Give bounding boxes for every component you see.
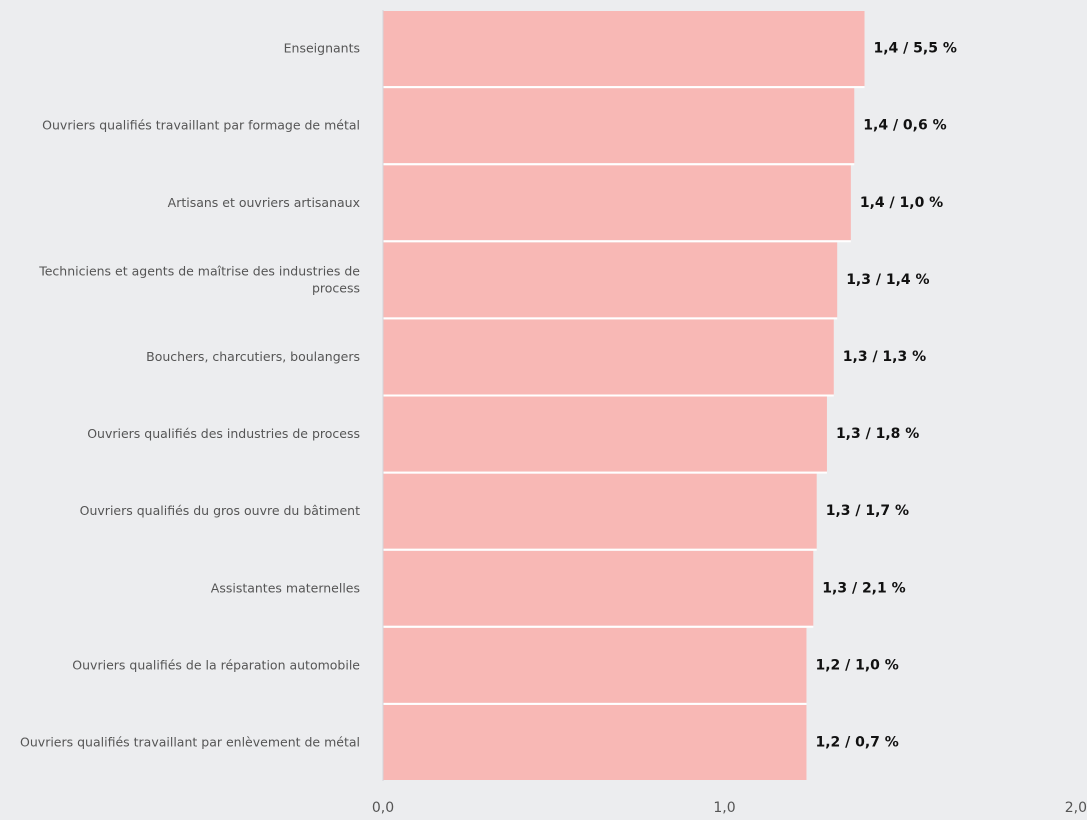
bar-8	[383, 627, 807, 703]
bar-7	[383, 550, 814, 626]
bar-1	[383, 88, 855, 164]
category-label-5: Ouvriers qualifiés des industries de pro…	[87, 426, 360, 441]
category-label-6: Ouvriers qualifiés du gros ouvre du bâti…	[80, 503, 360, 518]
category-label-8: Ouvriers qualifiés de la réparation auto…	[72, 657, 360, 672]
bar-6	[383, 473, 817, 549]
x-axis: 0,0 1,0 2,0	[372, 10, 1087, 816]
bar-4	[383, 319, 834, 395]
data-label-5: 1,3 / 1,8 %	[836, 426, 919, 442]
bar-0	[383, 11, 865, 87]
category-label-4: Bouchers, charcutiers, boulangers	[146, 348, 360, 363]
category-label-7: Assistantes maternelles	[211, 580, 360, 595]
data-label-7: 1,3 / 2,1 %	[822, 580, 905, 596]
category-label-0: Enseignants	[284, 40, 360, 55]
data-label-1: 1,4 / 0,6 %	[863, 118, 946, 134]
x-tick-label-2: 2,0	[1065, 800, 1087, 816]
labels-layer: Enseignants 1,4 / 5,5 % Ouvriers qualifiés…	[20, 40, 957, 750]
category-label-2: Artisans et ouvriers artisanaux	[168, 194, 360, 209]
data-label-6: 1,3 / 1,7 %	[826, 503, 909, 519]
bar-2	[383, 165, 851, 241]
data-label-2: 1,4 / 1,0 %	[860, 195, 943, 211]
bar-3	[383, 242, 838, 318]
x-tick-label-0: 0,0	[372, 800, 394, 816]
category-label-9: Ouvriers qualifiés travaillant par enlèv…	[20, 734, 360, 749]
bar-5	[383, 396, 827, 472]
data-label-3: 1,3 / 1,4 %	[846, 272, 929, 288]
data-label-9: 1,2 / 0,7 %	[815, 734, 898, 750]
bars-layer	[383, 11, 865, 780]
data-label-4: 1,3 / 1,3 %	[843, 349, 926, 365]
data-label-0: 1,4 / 5,5 %	[874, 41, 957, 57]
data-label-8: 1,2 / 1,0 %	[815, 657, 898, 673]
bar-9	[383, 704, 807, 780]
x-tick-label-1: 1,0	[713, 800, 735, 816]
category-label-1: Ouvriers qualifiés travaillant par forma…	[42, 117, 360, 132]
category-label-3: Techniciens et agents de maîtrise des in…	[38, 263, 360, 295]
